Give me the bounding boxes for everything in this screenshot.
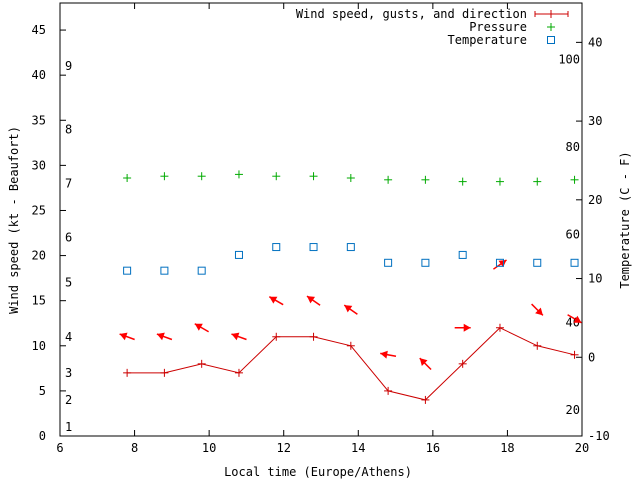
x-tick-label: 6 (56, 441, 63, 455)
wind-direction-arrow (306, 295, 321, 306)
x-tick-label: 20 (575, 441, 589, 455)
arrow-head (573, 315, 582, 323)
temperature-point (309, 243, 318, 252)
temperature-point (272, 243, 281, 252)
x-tick-label: 16 (426, 441, 440, 455)
beaufort-label: 4 (65, 330, 72, 344)
wind-direction-arrow (531, 303, 544, 316)
legend: Wind speed, gusts, and directionPressure… (296, 7, 569, 47)
beaufort-label: 3 (65, 366, 72, 380)
fahrenheit-label: 20 (566, 403, 580, 417)
arrow-head (231, 332, 240, 341)
wind-direction-arrow (380, 350, 397, 359)
y-left-tick-label: 5 (39, 384, 46, 398)
beaufort-label: 8 (65, 122, 72, 136)
y-axis-left-title: Wind speed (kt - Beaufort) (7, 126, 21, 314)
wind-direction-arrow (419, 357, 432, 371)
arrow-head (306, 296, 316, 304)
wind-direction-arrow (454, 323, 471, 332)
wind-direction-arrow (268, 296, 284, 306)
legend-temperature-point (547, 36, 555, 44)
beaufort-label: 5 (65, 276, 72, 290)
temperature-point (346, 243, 355, 252)
temperature-point (458, 250, 467, 259)
legend-marker (547, 36, 555, 44)
y-right-tick-label: 30 (588, 114, 602, 128)
beaufort-label: 9 (65, 59, 72, 73)
x-tick-label: 8 (131, 441, 138, 455)
beaufort-label: 1 (65, 420, 72, 434)
y-right-tick-label: 10 (588, 272, 602, 286)
x-tick-label: 12 (276, 441, 290, 455)
arrow-head (419, 358, 428, 366)
x-tick-label: 14 (351, 441, 365, 455)
y-left-tick-label: 10 (32, 339, 46, 353)
wind-direction-arrow (156, 332, 173, 341)
arrow-head (463, 323, 471, 332)
arrow-head (194, 323, 203, 331)
y-left-tick-label: 40 (32, 68, 46, 82)
fahrenheit-label: 60 (566, 227, 580, 241)
beaufort-label: 6 (65, 231, 72, 245)
wind-direction-arrow (119, 332, 135, 341)
x-tick-label: 18 (500, 441, 514, 455)
data-series (119, 170, 582, 404)
y-left-tick-label: 20 (32, 249, 46, 263)
wind-direction-arrow (343, 304, 358, 315)
y-right-tick-label: 0 (588, 350, 595, 364)
y-left-tick-label: 15 (32, 294, 46, 308)
wind-direction-arrow (492, 259, 507, 270)
axis-tick-labels: 6 8 10 12 14 16 18 20051015202530354045-1001020… (32, 23, 610, 455)
plot-border (59, 2, 583, 437)
fahrenheit-label: 80 (566, 140, 580, 154)
temperature-point (234, 250, 243, 259)
arrow-head (344, 305, 353, 313)
legend-label: Pressure (469, 20, 527, 34)
beaufort-label: 2 (65, 393, 72, 407)
y-right-tick-label: 20 (588, 193, 602, 207)
legend-label: Wind speed, gusts, and direction (296, 7, 527, 21)
y-right-tick-label: 40 (588, 35, 602, 49)
wind-direction-series (119, 259, 582, 371)
wind-speed-line (127, 327, 575, 401)
temperature-series (123, 243, 579, 275)
y-left-tick-label: 25 (32, 203, 46, 217)
temperature-point (570, 258, 579, 267)
temperature-point (421, 258, 430, 267)
y-right-tick-label: -10 (588, 429, 610, 443)
y-left-tick-label: 45 (32, 23, 46, 37)
axis-ticks (59, 3, 583, 437)
temperature-point (533, 258, 542, 267)
beaufort-label: 7 (65, 176, 72, 190)
y-axis-right-title: Temperature (C - F) (618, 151, 632, 288)
plot-frame (59, 2, 583, 437)
arrow-head (156, 332, 165, 341)
temperature-point (384, 258, 393, 267)
legend-marker (547, 23, 555, 31)
temperature-point (495, 258, 504, 267)
y-left-tick-label: 0 (39, 429, 46, 443)
wind-speed-series (123, 323, 579, 404)
arrow-head (380, 350, 388, 359)
y-left-tick-label: 30 (32, 158, 46, 172)
arrow-head (119, 332, 128, 341)
pressure-series (123, 170, 579, 186)
arrow-head (535, 307, 543, 316)
legend-marker (534, 10, 569, 18)
wind-direction-arrow (567, 314, 582, 324)
x-tick-label: 10 (202, 441, 216, 455)
temperature-point (197, 266, 206, 275)
fahrenheit-label: 100 (558, 53, 580, 67)
legend-label: Temperature (448, 33, 527, 47)
x-axis-title: Local time (Europe/Athens) (224, 465, 412, 479)
wind-direction-arrow (231, 332, 247, 341)
temperature-point (160, 266, 169, 275)
temperature-point (123, 266, 132, 275)
wind-direction-arrow (194, 323, 209, 333)
arrow-head (269, 296, 278, 304)
arrow-head (498, 260, 507, 268)
y-left-tick-label: 35 (32, 113, 46, 127)
